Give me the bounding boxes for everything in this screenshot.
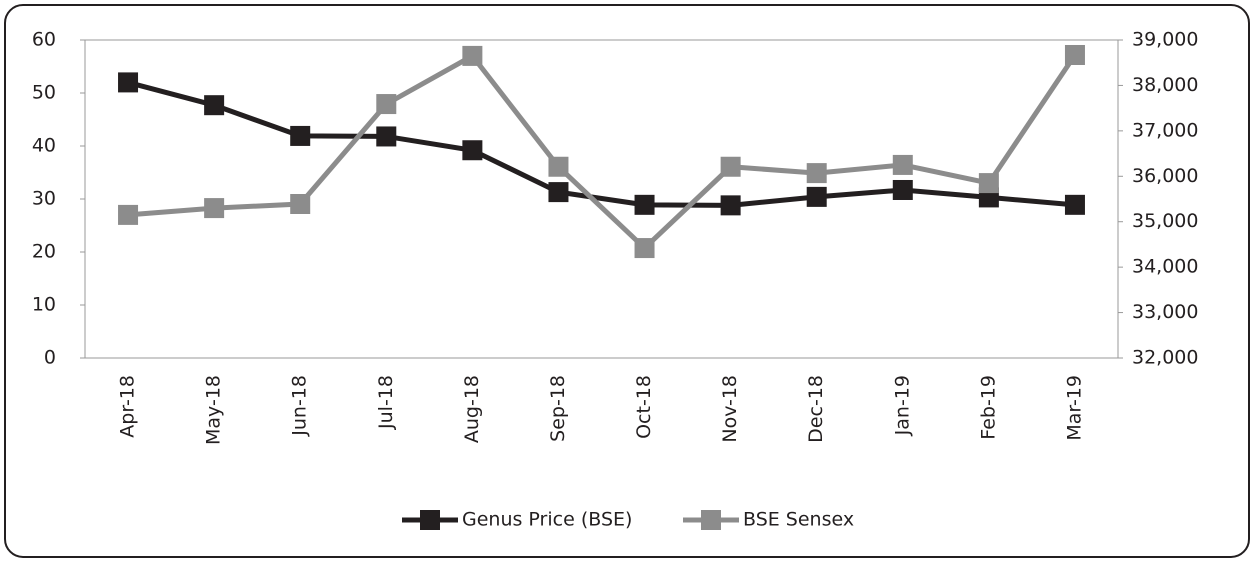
point-marker	[720, 195, 741, 216]
point-marker	[548, 156, 569, 177]
y2-tick-label: 32,000	[1132, 347, 1198, 369]
x-tick-label: Dec-18	[805, 375, 827, 443]
y2-tick-label: 36,000	[1132, 165, 1198, 187]
y2-tick-label: 34,000	[1132, 256, 1198, 278]
point-marker	[290, 193, 311, 214]
point-marker	[806, 163, 827, 184]
y-tick-label: 60	[32, 29, 56, 51]
point-marker	[376, 126, 397, 147]
y2-tick-label: 33,000	[1132, 301, 1198, 323]
y-tick-label: 10	[32, 294, 56, 316]
y-tick-label: 30	[32, 188, 56, 210]
point-marker	[720, 156, 741, 177]
y-tick-label: 20	[32, 241, 56, 263]
y-tick-label: 0	[44, 347, 56, 369]
point-marker	[462, 140, 483, 161]
point-marker	[376, 94, 397, 115]
point-marker	[1064, 44, 1085, 65]
y2-tick-label: 39,000	[1132, 29, 1198, 51]
point-marker	[806, 186, 827, 207]
point-marker	[462, 45, 483, 66]
x-tick-label: Jul-18	[375, 375, 397, 430]
x-tick-label: Nov-18	[719, 375, 741, 443]
point-marker	[634, 194, 655, 215]
point-marker	[634, 238, 655, 259]
y-tick-label: 50	[32, 82, 56, 104]
y2-tick-label: 37,000	[1132, 119, 1198, 141]
point-marker	[978, 173, 999, 194]
x-tick-label: Oct-18	[633, 375, 655, 439]
x-tick-label: May-18	[203, 375, 225, 445]
point-marker	[892, 179, 913, 200]
x-tick-label: Apr-18	[117, 375, 139, 438]
legend-marker	[701, 510, 721, 530]
point-marker	[118, 204, 139, 225]
series-line	[127, 52, 1078, 252]
series-line	[127, 79, 1076, 208]
legend-label: BSE Sensex	[743, 509, 854, 531]
point-marker	[118, 72, 139, 93]
point-marker	[290, 125, 311, 146]
x-tick-label: Aug-18	[461, 375, 483, 443]
y2-tick-label: 38,000	[1132, 74, 1198, 96]
point-marker	[1064, 194, 1085, 215]
x-tick-label: Jan-19	[891, 375, 913, 436]
point-marker	[204, 198, 225, 219]
x-tick-label: Sep-18	[547, 375, 569, 442]
y2-tick-label: 35,000	[1132, 210, 1198, 232]
y-tick-label: 40	[32, 135, 56, 157]
point-marker	[204, 95, 225, 116]
chart-border	[4, 4, 1250, 558]
x-tick-label: Mar-19	[1063, 375, 1085, 441]
point-marker	[548, 182, 569, 203]
x-tick-label: Feb-19	[977, 375, 999, 440]
point-marker	[892, 154, 913, 175]
x-tick-label: Jun-18	[289, 375, 311, 437]
legend-marker	[420, 510, 440, 530]
legend-label: Genus Price (BSE)	[462, 509, 632, 531]
